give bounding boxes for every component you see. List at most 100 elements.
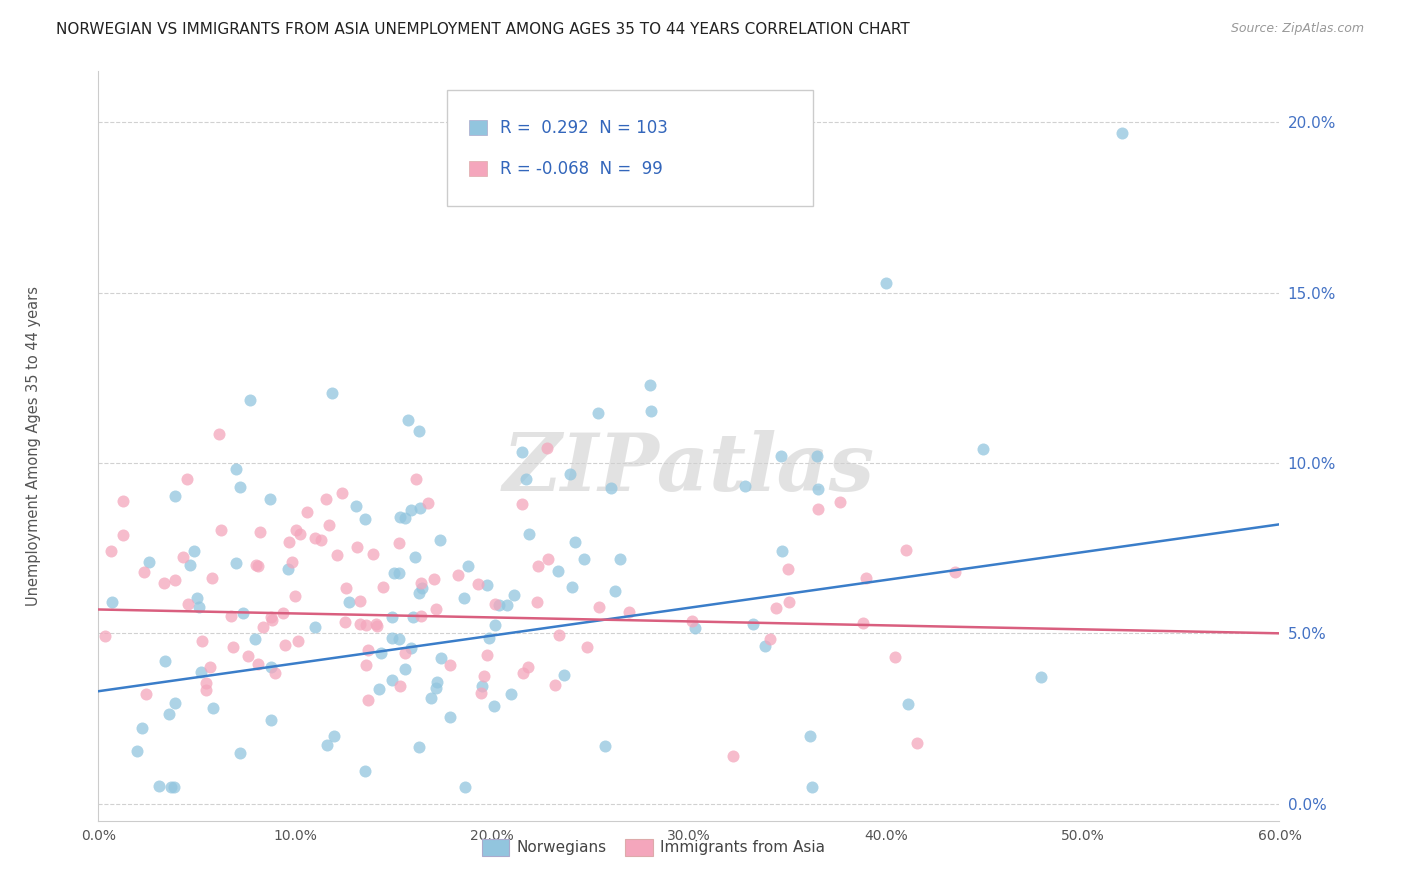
Point [330, 486, 353, 500]
Point [396, 412, 419, 426]
Point [807, 501, 830, 516]
Point [754, 639, 776, 653]
Point [373, 580, 395, 594]
Point [943, 565, 966, 579]
Point [759, 632, 782, 647]
Point [287, 633, 309, 648]
Point [409, 609, 432, 624]
Point [765, 601, 787, 615]
Point [512, 665, 534, 680]
Point [419, 691, 441, 706]
Point [344, 499, 367, 513]
Point [157, 706, 180, 721]
Point [367, 681, 389, 696]
Point [430, 651, 453, 665]
Point [1111, 126, 1133, 140]
Point [470, 686, 492, 700]
Point [685, 621, 707, 635]
Point [131, 721, 153, 735]
Point [681, 614, 703, 628]
Point [366, 617, 388, 632]
Point [389, 679, 412, 693]
Point [284, 524, 307, 538]
Text: Source: ZipAtlas.com: Source: ZipAtlas.com [1230, 22, 1364, 36]
Point [125, 744, 148, 758]
Point [249, 525, 271, 540]
Point [799, 729, 821, 743]
Point [153, 654, 176, 668]
Point [318, 518, 340, 533]
Point [201, 571, 224, 585]
Point [225, 556, 247, 570]
Point [605, 583, 627, 598]
Point [806, 450, 828, 464]
Point [165, 489, 187, 503]
Point [769, 449, 792, 463]
Point [239, 393, 262, 408]
Point [195, 676, 218, 690]
Point [399, 502, 422, 516]
Point [357, 643, 380, 657]
Point [191, 634, 214, 648]
Point [387, 566, 409, 581]
Point [311, 533, 333, 547]
Point [221, 640, 243, 655]
Point [138, 555, 160, 569]
Point [972, 442, 994, 456]
Point [232, 606, 254, 620]
Point [325, 549, 347, 563]
Point [260, 659, 283, 673]
Point [349, 617, 371, 632]
Point [382, 566, 405, 580]
Point [321, 386, 343, 401]
Text: R = -0.068  N =  99: R = -0.068 N = 99 [501, 160, 662, 178]
Point [195, 682, 218, 697]
Point [246, 657, 269, 671]
Point [855, 571, 877, 585]
Point [394, 646, 416, 660]
Point [488, 599, 510, 613]
Point [315, 491, 337, 506]
Point [101, 595, 124, 609]
Point [94, 629, 117, 643]
Point [553, 667, 575, 681]
Point [388, 510, 411, 524]
Point [472, 669, 495, 683]
Point [370, 647, 392, 661]
Point [640, 404, 662, 418]
Point [333, 615, 356, 630]
Point [153, 575, 176, 590]
Point [277, 535, 299, 549]
Point [357, 693, 380, 707]
Point [467, 576, 489, 591]
Text: R =  0.292  N = 103: R = 0.292 N = 103 [501, 119, 668, 136]
Point [221, 608, 243, 623]
Point [548, 627, 571, 641]
Point [405, 549, 427, 564]
Point [439, 709, 461, 723]
Point [454, 780, 477, 794]
Point [905, 736, 928, 750]
Point [148, 779, 170, 793]
Point [361, 547, 384, 561]
Point [339, 595, 361, 609]
Point [247, 559, 270, 574]
Point [260, 609, 283, 624]
Point [380, 631, 402, 645]
Point [576, 640, 599, 654]
Point [561, 580, 583, 594]
Point [190, 665, 212, 679]
Point [408, 501, 430, 516]
Point [418, 496, 440, 510]
Point [260, 613, 283, 627]
Point [471, 679, 494, 693]
Point [284, 589, 307, 603]
Point [381, 610, 404, 624]
Point [388, 536, 411, 550]
Point [281, 555, 304, 569]
Point [179, 558, 201, 572]
Point [778, 594, 800, 608]
Point [776, 561, 799, 575]
Point [409, 575, 432, 590]
Point [496, 598, 519, 612]
